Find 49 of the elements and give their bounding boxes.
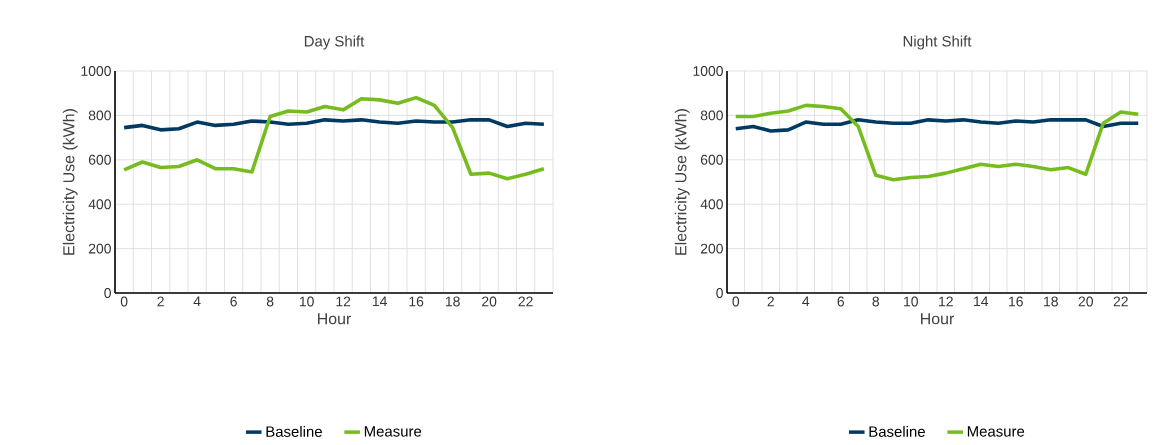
legend-label: Measure [967, 426, 1025, 437]
y-axis-title: Electricity Use (kWh) [62, 109, 78, 255]
x-tick-label: 2 [157, 296, 164, 307]
x-tick-label: 16 [409, 296, 424, 307]
x-tick-label: 22 [1113, 296, 1128, 307]
x-tick-label: 6 [837, 296, 845, 307]
y-tick-label: 800 [88, 110, 111, 121]
chart-title: Day Shift [304, 35, 365, 50]
x-tick-label: 10 [299, 296, 314, 307]
x-tick-label: 2 [767, 296, 774, 307]
x-axis-title: Hour [921, 313, 955, 325]
y-tick-label: 400 [700, 199, 723, 210]
x-tick-label: 18 [445, 296, 460, 307]
y-axis-title: Electricity Use (kWh) [674, 109, 690, 255]
x-tick-label: 4 [193, 296, 201, 307]
x-axis-title: Hour [318, 313, 352, 325]
y-tick-label: 400 [88, 199, 111, 210]
legend-label: Baseline [869, 425, 925, 437]
line-series [122, 118, 546, 132]
y-tick-label: 800 [700, 110, 723, 121]
line-series [733, 103, 1141, 182]
y-tick-label: 1000 [693, 66, 723, 76]
x-tick-label: 12 [336, 296, 351, 307]
x-tick-label: 16 [1009, 296, 1023, 307]
line-series [122, 95, 546, 181]
x-tick-label: 12 [939, 296, 953, 307]
x-tick-label: 18 [1044, 296, 1058, 307]
x-tick-label: 14 [372, 296, 387, 307]
x-tick-label: 0 [120, 296, 128, 307]
legend-label: Baseline [266, 425, 322, 437]
y-tick-label: 0 [104, 288, 111, 298]
x-tick-label: 8 [872, 296, 880, 307]
y-tick-label: 200 [700, 243, 723, 254]
x-tick-label: 14 [974, 296, 989, 307]
y-tick-label: 200 [88, 243, 111, 254]
x-tick-label: 8 [266, 296, 274, 307]
x-tick-label: 20 [1078, 296, 1093, 307]
x-tick-label: 10 [904, 296, 918, 307]
chart-title: Night Shift [903, 35, 972, 50]
x-tick-label: 22 [518, 296, 533, 307]
y-tick-label: 600 [88, 154, 111, 165]
x-tick-label: 4 [802, 296, 810, 307]
x-tick-label: 6 [230, 296, 237, 307]
x-tick-label: 0 [732, 296, 740, 307]
x-tick-label: 20 [482, 296, 497, 307]
legend-label: Measure [364, 426, 422, 437]
y-tick-label: 1000 [81, 66, 111, 76]
y-tick-label: 0 [716, 288, 723, 298]
y-tick-label: 600 [700, 154, 723, 165]
